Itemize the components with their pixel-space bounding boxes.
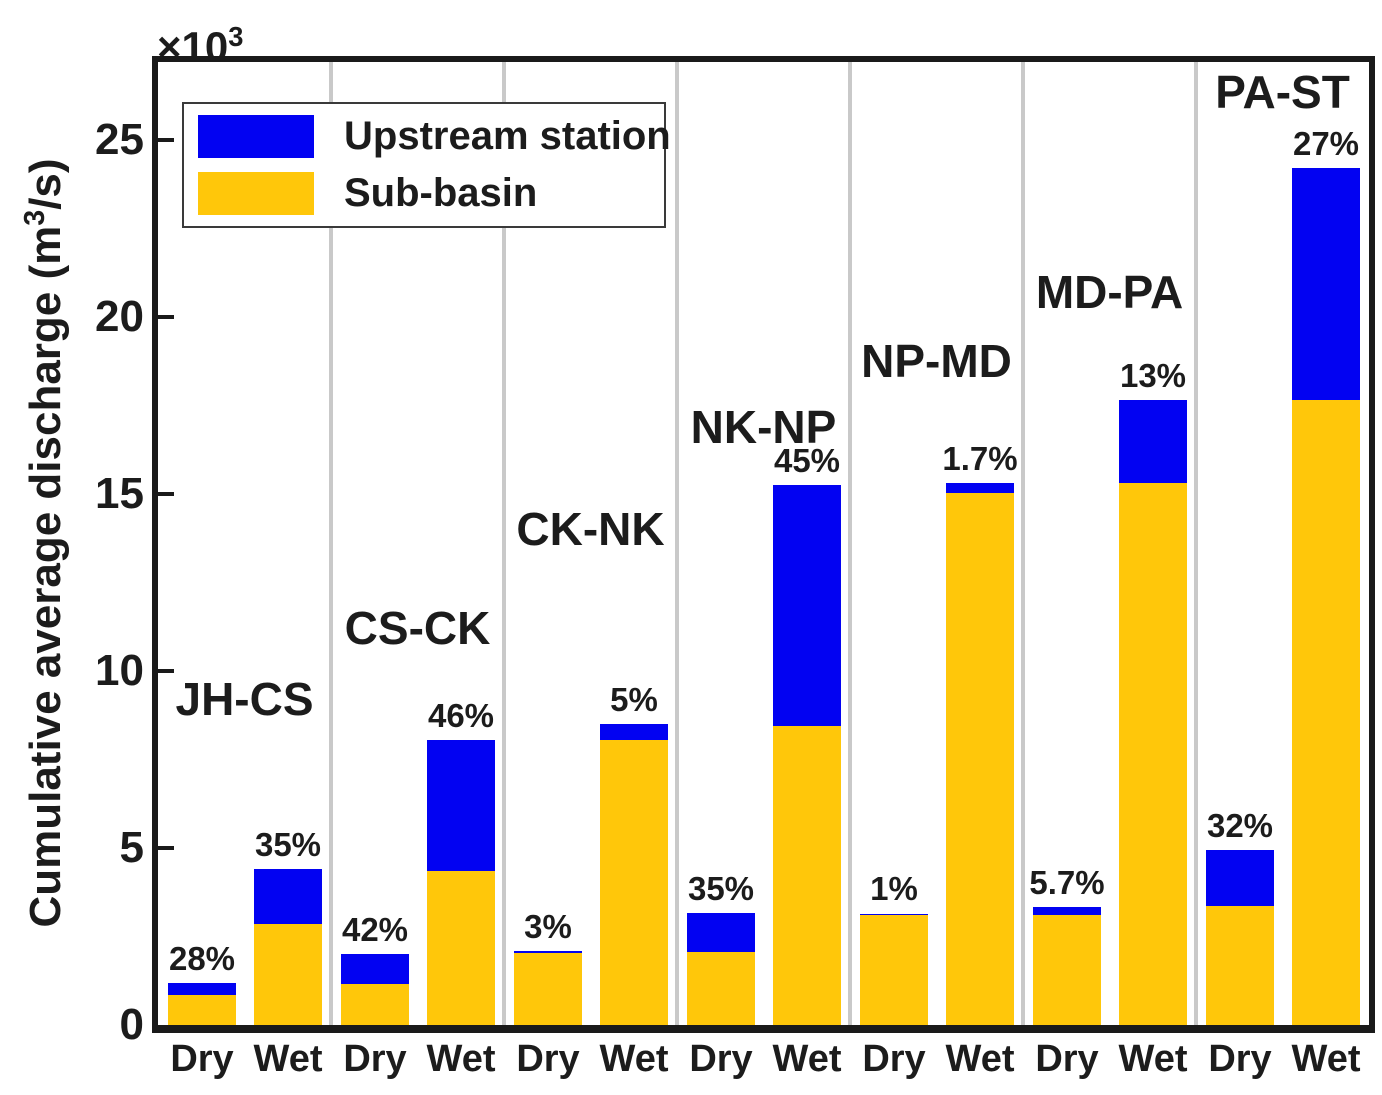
bar-segment-sub-basin [600, 740, 668, 1025]
bar-segment-upstream [254, 869, 322, 925]
plot-area: JH-CS 28% 35% CS-CK 42% 46% CK-NK 3% 5% NK-NP 35% 4… [152, 56, 1375, 1033]
bar-percentage-label: 45% [773, 442, 841, 480]
x-tick-season-label: Wet [1291, 1038, 1361, 1080]
legend-label-upstream-station: Upstream station [344, 114, 671, 158]
x-tick-season-label: Dry [862, 1038, 926, 1080]
y-tick-label: 0 [119, 1000, 144, 1049]
bar-segment-upstream [427, 740, 495, 871]
bar-segment-sub-basin [168, 994, 236, 1025]
bar-segment-upstream [860, 913, 928, 915]
group-divider-line [848, 62, 852, 1025]
legend-box: Upstream station Sub-basin [182, 102, 671, 228]
bar-segment-sub-basin [254, 924, 322, 1025]
bar-segment-sub-basin [1033, 914, 1101, 1025]
group-divider-line [1194, 62, 1198, 1025]
bar-segment-sub-basin [860, 914, 928, 1025]
group-label: PA-ST [1215, 66, 1350, 119]
group-divider-line [675, 62, 679, 1025]
scale-exponent: 3 [228, 21, 244, 52]
y-tick-label: 15 [95, 468, 144, 518]
bar-segment-upstream [1119, 400, 1187, 484]
y-tick-mark [158, 137, 174, 142]
group-label: NK-NP [690, 400, 837, 453]
y-axis-title: Cumulative average discharge (m3/s) [19, 158, 71, 927]
bar-segment-upstream [341, 954, 409, 984]
x-tick-season-label: Wet [945, 1038, 1015, 1080]
bar-segment-upstream [1033, 907, 1101, 915]
x-tick-season-label: Dry [1035, 1038, 1099, 1080]
bar-segment-upstream [514, 950, 582, 953]
bar-segment-upstream [1206, 849, 1274, 907]
bar-segment-upstream [168, 982, 236, 995]
x-tick-season-label: Wet [1118, 1038, 1188, 1080]
y-tick-label: 10 [95, 645, 144, 695]
bar-segment-upstream [600, 724, 668, 740]
bar-percentage-label: 27% [1292, 125, 1360, 163]
bar-percentage-label: 35% [254, 826, 322, 864]
y-tick-mark [158, 845, 174, 850]
bar-segment-sub-basin [1119, 483, 1187, 1025]
bar-segment-upstream [687, 913, 755, 953]
group-label: CK-NK [516, 503, 665, 556]
x-tick-season-label: Dry [689, 1038, 753, 1080]
bar-percentage-label: 35% [687, 870, 755, 908]
y-axis-title-sup: 3 [19, 209, 52, 226]
bar-segment-sub-basin [687, 952, 755, 1025]
bar-segment-sub-basin [514, 952, 582, 1025]
y-tick-mark [158, 491, 174, 496]
group-label: JH-CS [175, 673, 314, 726]
x-tick-season-label: Dry [170, 1038, 234, 1080]
bar-percentage-label: 5% [610, 681, 658, 719]
group-divider-line [502, 62, 506, 1025]
group-label: NP-MD [861, 335, 1012, 388]
bar-percentage-label: 32% [1206, 806, 1274, 844]
bar-segment-upstream [1292, 168, 1360, 401]
bar-segment-sub-basin [341, 983, 409, 1025]
bar-percentage-label: 46% [427, 697, 495, 734]
legend-item-sub-basin: Sub-basin [198, 171, 538, 215]
y-tick-mark [158, 668, 174, 673]
bar-percentage-label: 1% [870, 870, 918, 908]
y-tick-label: 5 [119, 822, 144, 872]
legend-swatch-sub-basin [198, 172, 314, 215]
y-axis-title-suffix: /s) [20, 158, 70, 210]
group-label: CS-CK [344, 602, 491, 655]
bar-segment-sub-basin [773, 725, 841, 1025]
bar-segment-sub-basin [427, 871, 495, 1025]
x-tick-season-label: Wet [253, 1038, 323, 1080]
bar-segment-sub-basin [1292, 400, 1360, 1025]
bar-segment-upstream [946, 483, 1014, 493]
bar-percentage-label: 5.7% [1029, 864, 1105, 902]
x-tick-season-label: Dry [516, 1038, 580, 1080]
group-divider-line [329, 62, 333, 1025]
x-tick-season-label: Wet [426, 1038, 496, 1080]
x-tick-season-label: Wet [599, 1038, 669, 1080]
x-tick-season-label: Dry [1208, 1038, 1272, 1080]
bar-segment-upstream [773, 485, 841, 726]
legend-item-upstream-station: Upstream station [198, 114, 671, 158]
bar-percentage-label: 3% [524, 907, 572, 945]
y-tick-label: 20 [95, 291, 144, 341]
group-divider-line [1021, 62, 1025, 1025]
bar-percentage-label: 42% [341, 911, 409, 949]
legend-label-sub-basin: Sub-basin [344, 171, 538, 215]
bar-percentage-label: 13% [1119, 357, 1187, 395]
bar-percentage-label: 28% [168, 939, 236, 977]
legend-swatch-upstream-station [198, 115, 314, 158]
y-tick-mark [158, 314, 174, 319]
bar-segment-sub-basin [1206, 906, 1274, 1025]
group-label: MD-PA [1035, 266, 1184, 319]
y-tick-label: 25 [95, 114, 144, 164]
bar-percentage-label: 1.7% [942, 440, 1018, 478]
bar-segment-sub-basin [946, 492, 1014, 1025]
x-tick-season-label: Dry [343, 1038, 407, 1080]
x-tick-season-label: Wet [772, 1038, 842, 1080]
